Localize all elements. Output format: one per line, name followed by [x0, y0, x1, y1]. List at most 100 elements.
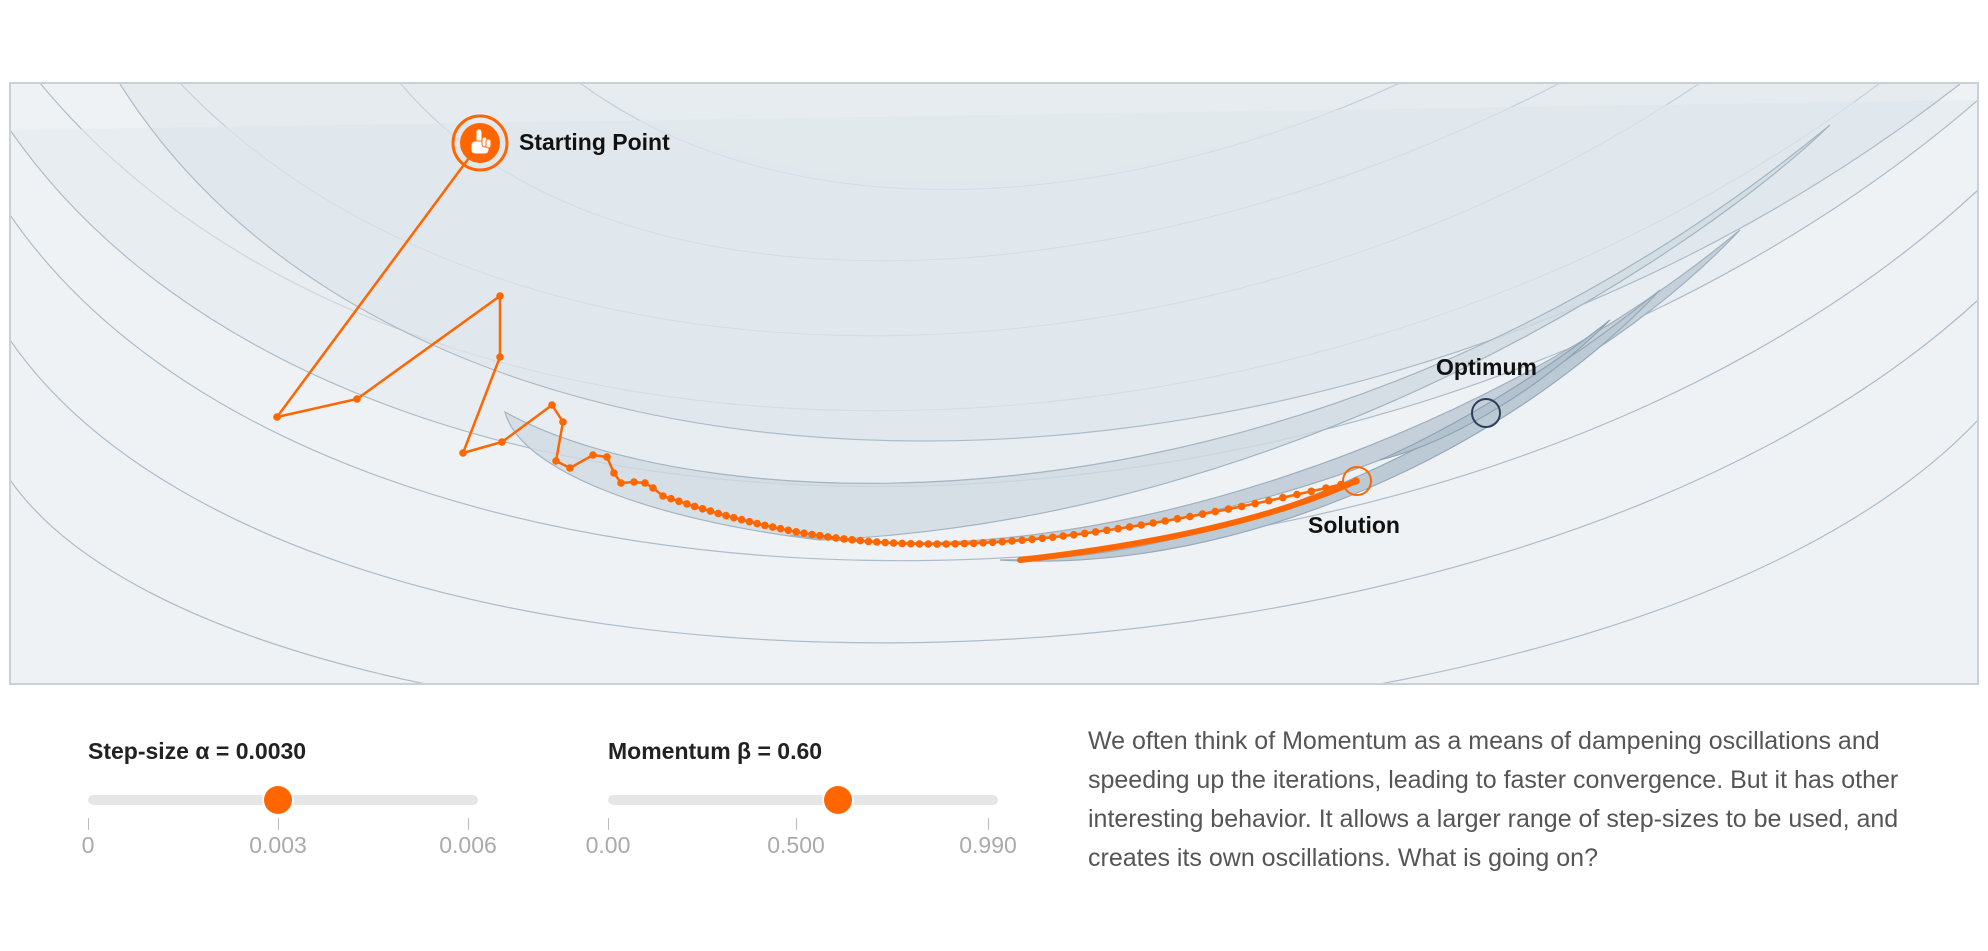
path-point	[690, 502, 699, 511]
optimization-path	[273, 142, 1360, 563]
path-point	[753, 519, 761, 528]
path-point	[730, 513, 738, 522]
solution-label: Solution	[1308, 512, 1400, 538]
optimization-visualization[interactable]: Optimum Solution Starting Point	[0, 0, 1988, 700]
description-text: We often think of Momentum as a means of…	[1088, 727, 1899, 872]
momentum-thumb[interactable]	[824, 786, 853, 814]
path-point	[873, 538, 881, 546]
starting-point-label: Starting Point	[519, 129, 670, 155]
path-point	[617, 479, 625, 487]
tick-mark	[608, 818, 609, 830]
path-point	[988, 538, 997, 547]
momentum-slider[interactable]: Momentum β = 0.60 0.00 0.500 0.990	[586, 728, 1034, 868]
path-point	[824, 533, 832, 541]
path-point	[816, 531, 824, 540]
contour-lines	[10, 83, 1978, 684]
path-point	[1114, 524, 1122, 533]
path-point	[1224, 505, 1233, 513]
path-point	[459, 449, 467, 457]
path-point	[1322, 484, 1330, 492]
tick-label: 0.006	[439, 832, 497, 858]
tick-label: 0.003	[249, 832, 307, 858]
path-point	[737, 515, 746, 524]
path-point	[1211, 507, 1220, 516]
step-size-thumb[interactable]	[264, 786, 292, 814]
tick-label: 0	[81, 832, 95, 858]
path-point	[1149, 519, 1157, 527]
path-point	[864, 537, 873, 546]
plot-frame	[9, 82, 1979, 685]
path-point	[808, 530, 816, 539]
converging-path	[1017, 478, 1359, 563]
path-point	[630, 478, 638, 486]
path-point	[889, 539, 898, 547]
path-point	[1307, 487, 1316, 496]
path-point	[907, 539, 915, 548]
path-point	[548, 401, 556, 409]
path-point	[933, 540, 941, 548]
tick-label: 0.500	[767, 832, 825, 858]
path-point	[1161, 517, 1169, 525]
path-point	[768, 523, 777, 531]
path-point	[1237, 502, 1246, 511]
tick-mark	[796, 818, 797, 830]
path-point	[1352, 477, 1360, 485]
path-point	[273, 413, 281, 421]
path-point	[960, 539, 969, 548]
path-point	[915, 540, 924, 548]
tick-mark	[988, 818, 989, 830]
path-point	[898, 539, 906, 548]
path-point	[969, 539, 978, 548]
path-point	[1251, 499, 1259, 508]
step-size-label: Step-size α = 0.0030	[88, 738, 307, 764]
path-point	[675, 497, 683, 506]
path-point	[1070, 531, 1078, 539]
path-point	[745, 517, 754, 526]
path-point	[800, 529, 808, 537]
path-point	[792, 528, 800, 536]
path-point	[1293, 490, 1301, 499]
starting-point-handle[interactable]	[451, 114, 509, 172]
tick-mark	[88, 818, 89, 830]
path-point	[496, 292, 504, 300]
momentum-track[interactable]	[608, 795, 998, 805]
path-point	[603, 453, 611, 461]
path-point	[496, 353, 504, 361]
path-point	[649, 484, 657, 492]
path-point	[1018, 536, 1026, 544]
path-point	[1265, 496, 1273, 505]
path-point	[832, 534, 840, 542]
tick-mark	[278, 818, 279, 830]
path-point	[776, 524, 785, 533]
path-point	[1038, 534, 1047, 543]
path-point	[1125, 523, 1134, 531]
path-point	[856, 536, 865, 545]
path-point	[1091, 528, 1100, 536]
path-point	[942, 540, 950, 548]
tick-label: 0.990	[959, 832, 1017, 858]
path-point	[951, 540, 959, 548]
path-point	[683, 500, 691, 508]
path-point	[1059, 532, 1067, 540]
path-point	[881, 538, 889, 547]
path-point	[1186, 512, 1194, 521]
path-point	[784, 526, 793, 535]
path-point	[1048, 533, 1057, 541]
path-point	[559, 418, 567, 426]
step-size-slider[interactable]: Step-size α = 0.0030 0 0.003 0.006	[74, 728, 514, 868]
path-point	[1080, 529, 1089, 538]
path-point	[667, 494, 675, 503]
optimum-label: Optimum	[1436, 354, 1537, 380]
path-point	[1173, 515, 1182, 523]
path-point	[924, 540, 933, 548]
path-point	[698, 505, 707, 513]
path-point	[714, 509, 722, 518]
solution-marker	[1342, 466, 1372, 496]
path-point	[659, 492, 667, 500]
tick-mark	[468, 818, 469, 830]
path-point	[1008, 537, 1016, 545]
path-point	[722, 511, 730, 520]
path-point	[848, 536, 856, 544]
optimum-marker	[1471, 398, 1501, 428]
path-point	[353, 395, 361, 403]
